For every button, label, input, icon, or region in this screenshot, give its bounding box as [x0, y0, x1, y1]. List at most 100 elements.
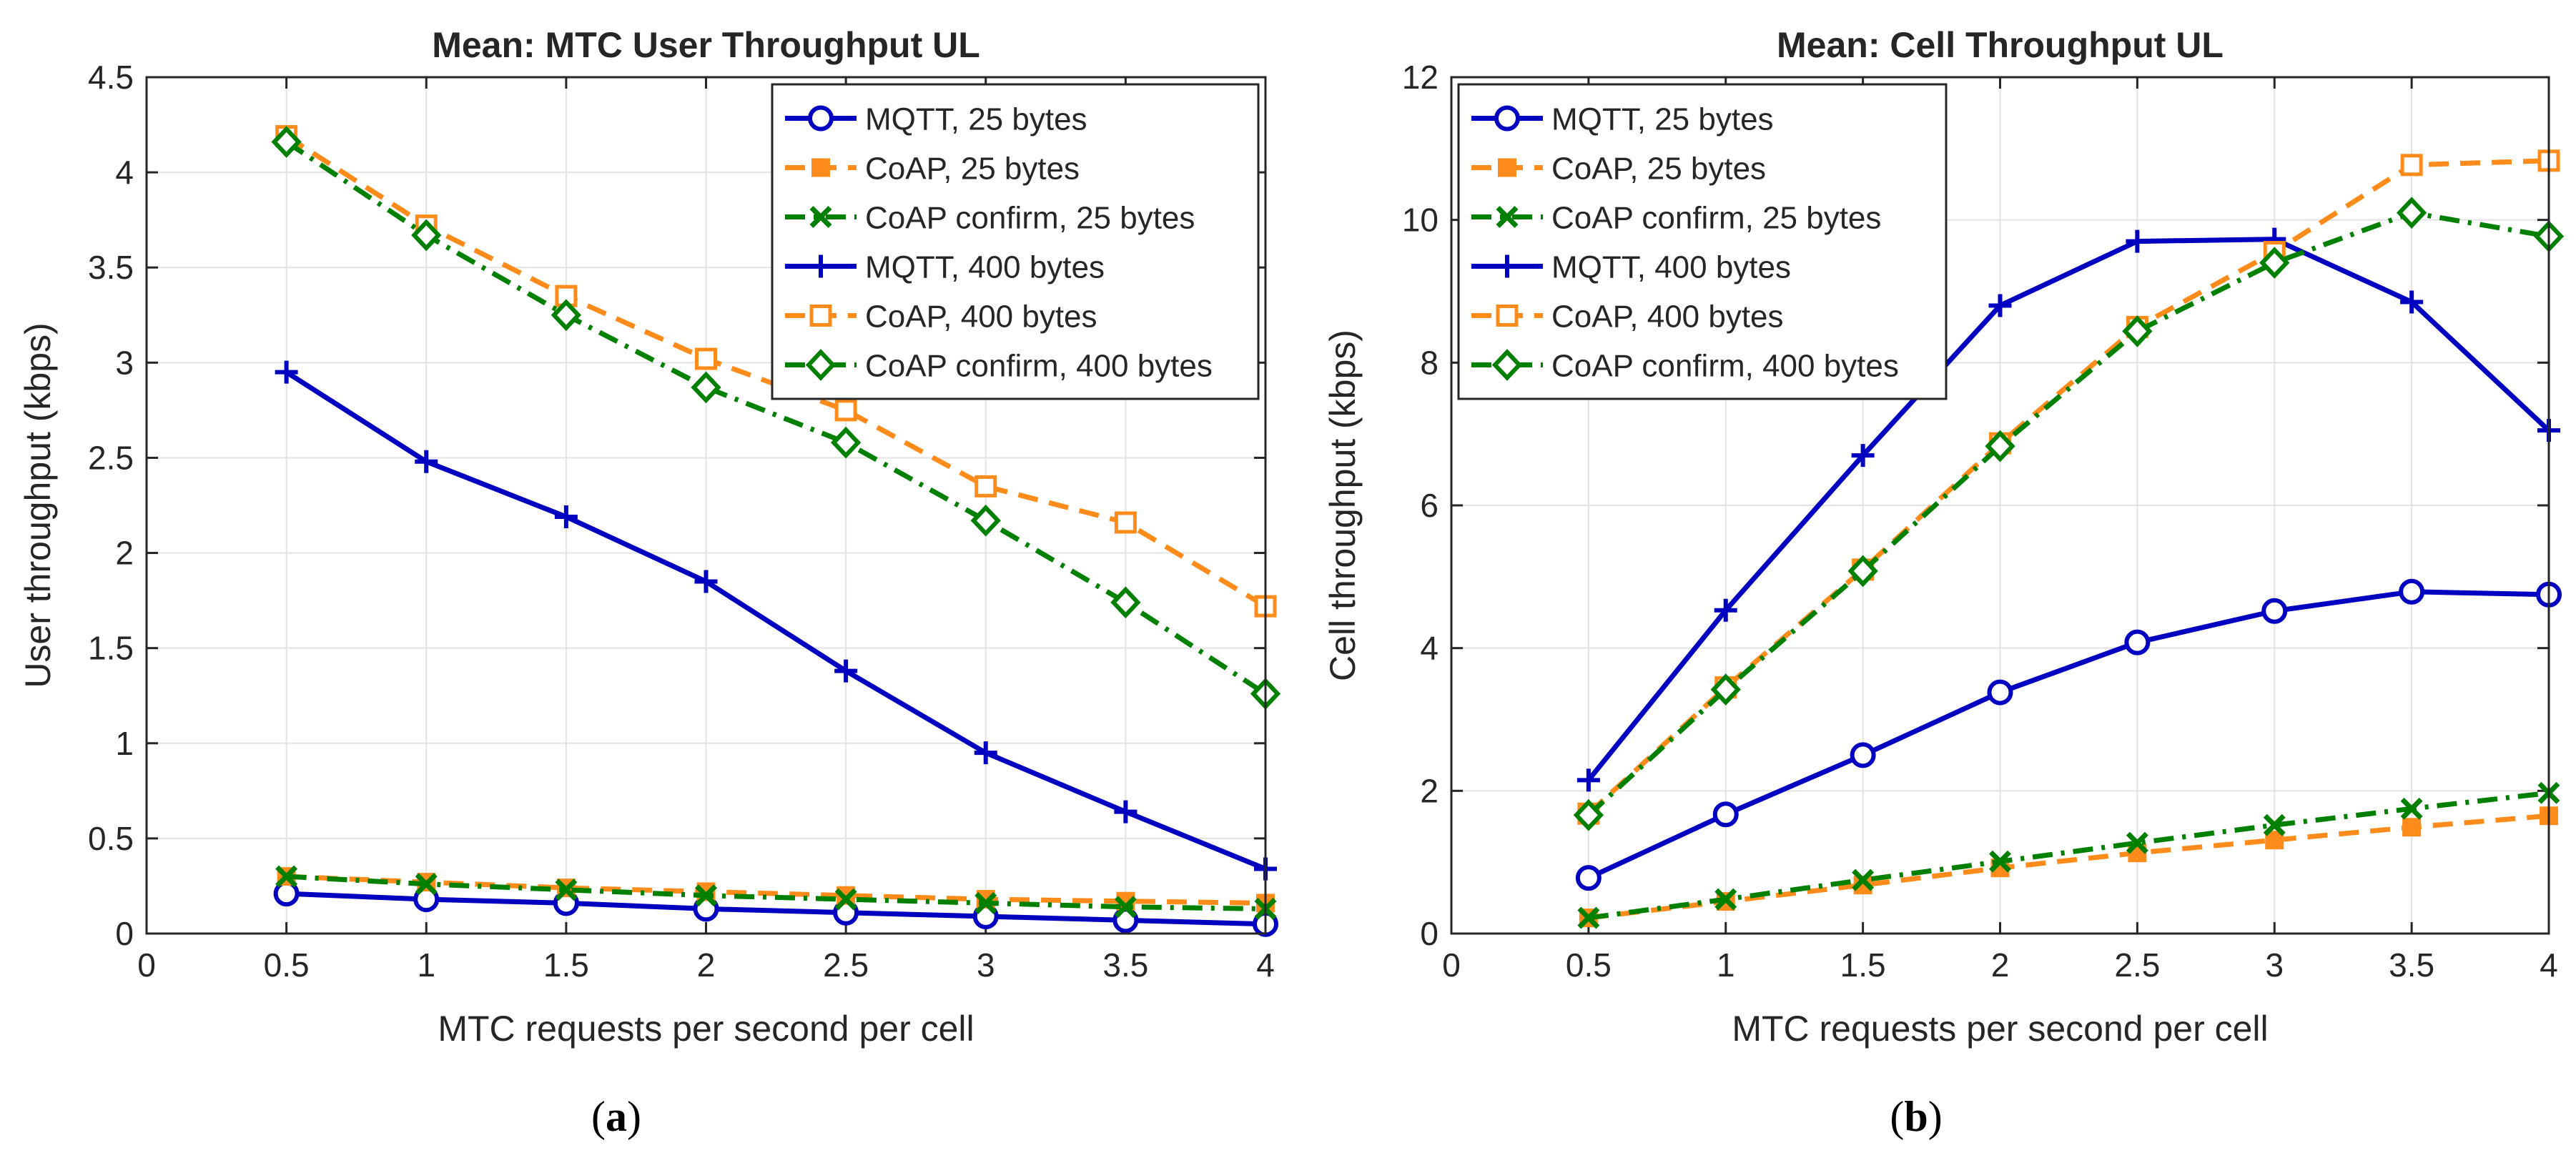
data-point [1852, 869, 1875, 891]
legend-marker [1496, 206, 1519, 228]
data-point [974, 891, 997, 914]
legend-box [771, 83, 1260, 400]
panel-label-close: ) [1928, 1093, 1943, 1140]
y-tick-label: 2.5 [88, 439, 134, 476]
legend-marker [809, 254, 832, 278]
series-line [285, 139, 1267, 696]
series-coap-confirm-400-bytes [271, 126, 1281, 710]
legend-label: CoAP, 400 bytes [1551, 300, 1784, 335]
legend-marker [809, 206, 832, 228]
x-axis-label: MTC requests per second per cell [1732, 1009, 2268, 1049]
x-tick-label: 1.5 [543, 946, 589, 984]
series-line [1588, 813, 2550, 921]
legend-marker [1496, 305, 1519, 327]
series-line [1586, 158, 2550, 816]
data-point [1714, 888, 1737, 911]
series-group [1573, 149, 2565, 929]
x-tick-label: 1 [417, 946, 435, 984]
chart-title: Mean: Cell Throughput UL [1777, 25, 2224, 65]
data-point [1850, 742, 1876, 768]
data-point [1110, 586, 1141, 619]
legend-entry: CoAP confirm, 400 bytes [1471, 349, 1899, 384]
data-point [551, 299, 582, 332]
x-tick-label: 0 [137, 946, 156, 984]
chart-title: Mean: MTC User Throughput UL [432, 25, 980, 65]
data-point [831, 426, 862, 459]
legend-entry: CoAP confirm, 25 bytes [1471, 201, 1881, 236]
axes-box [145, 76, 1267, 935]
legend-entry: CoAP confirm, 400 bytes [785, 349, 1213, 384]
y-tick-label: 6 [1420, 487, 1438, 524]
data-point [2261, 598, 2288, 624]
y-tick-label: 3 [115, 344, 134, 381]
panel-label-close: ) [627, 1093, 641, 1140]
legend-entry: MQTT, 25 bytes [785, 102, 1087, 137]
data-point [1988, 294, 2012, 317]
data-point [2263, 813, 2286, 836]
legend-marker [1491, 349, 1523, 381]
legend-marker [1498, 158, 1516, 177]
y-tick-label: 3.5 [88, 249, 134, 286]
legend-label: MQTT, 400 bytes [1551, 250, 1791, 285]
y-axis-label: User throughput (kbps) [18, 322, 58, 688]
data-point [974, 741, 997, 765]
data-point [2397, 197, 2427, 229]
x-tick-label: 3 [977, 946, 995, 984]
x-tick-label: 2 [697, 946, 716, 984]
legend-entry: MQTT, 400 bytes [785, 250, 1105, 285]
y-ticks: 0 0.5 1 1.5 2 2.5 3 3.5 4 4.5 [88, 59, 1265, 952]
data-point [415, 873, 438, 896]
y-tick-label: 10 [1402, 202, 1438, 239]
data-point [271, 126, 302, 158]
legend-marker [811, 158, 830, 177]
data-point [1989, 850, 2011, 873]
legend-label: CoAP confirm, 400 bytes [1551, 349, 1899, 384]
x-tick-label: 0 [1442, 946, 1461, 984]
y-tick-label: 4 [115, 154, 134, 191]
series-line [1586, 237, 2551, 782]
x-tick-label: 0.5 [264, 946, 310, 984]
data-point [2122, 315, 2153, 347]
data-point [1577, 906, 1600, 929]
legend-entry: CoAP confirm, 25 bytes [785, 201, 1195, 236]
data-point [834, 659, 858, 683]
legend-entry: MQTT, 400 bytes [1471, 250, 1791, 285]
legend-label: CoAP, 25 bytes [1551, 152, 1766, 187]
x-tick-label: 2.5 [2114, 946, 2160, 984]
y-tick-label: 1 [115, 725, 134, 762]
data-point [2400, 154, 2423, 177]
legend-label: MQTT, 25 bytes [1551, 102, 1774, 137]
data-point [415, 450, 438, 473]
y-tick-label: 0 [1420, 915, 1438, 952]
x-tick-label: 4 [1256, 946, 1275, 984]
panel-label-b: (b) [1890, 1093, 1942, 1140]
y-tick-label: 12 [1402, 59, 1438, 96]
data-point [1987, 679, 2013, 706]
series-coap-confirm-25-bytes [1577, 781, 2560, 929]
data-point [1114, 800, 1138, 823]
series-line [285, 370, 1267, 871]
data-point [1847, 555, 1878, 588]
legend-marker [1494, 105, 1520, 132]
data-point [837, 886, 856, 905]
legend: MQTT, 25 bytes CoAP, 25 bytes CoAP confirm… [771, 83, 1260, 400]
legend-marker [809, 305, 832, 327]
x-tick-label: 2.5 [823, 946, 869, 984]
data-point [2400, 290, 2424, 314]
x-tick-label: 1 [1717, 946, 1735, 984]
data-point [275, 865, 298, 888]
data-point [691, 371, 721, 404]
data-point [554, 505, 578, 528]
legend-entry: CoAP, 25 bytes [785, 152, 1080, 187]
data-point [970, 504, 1001, 537]
data-point [1576, 768, 1600, 792]
data-point [1985, 430, 2015, 462]
data-point [2259, 247, 2290, 279]
y-tick-label: 0 [115, 915, 134, 952]
data-point [695, 347, 717, 370]
x-tick-label: 3.5 [1102, 946, 1148, 984]
y-tick-label: 2 [115, 535, 134, 572]
y-tick-label: 2 [1420, 772, 1438, 809]
legend-marker [1496, 254, 1519, 278]
